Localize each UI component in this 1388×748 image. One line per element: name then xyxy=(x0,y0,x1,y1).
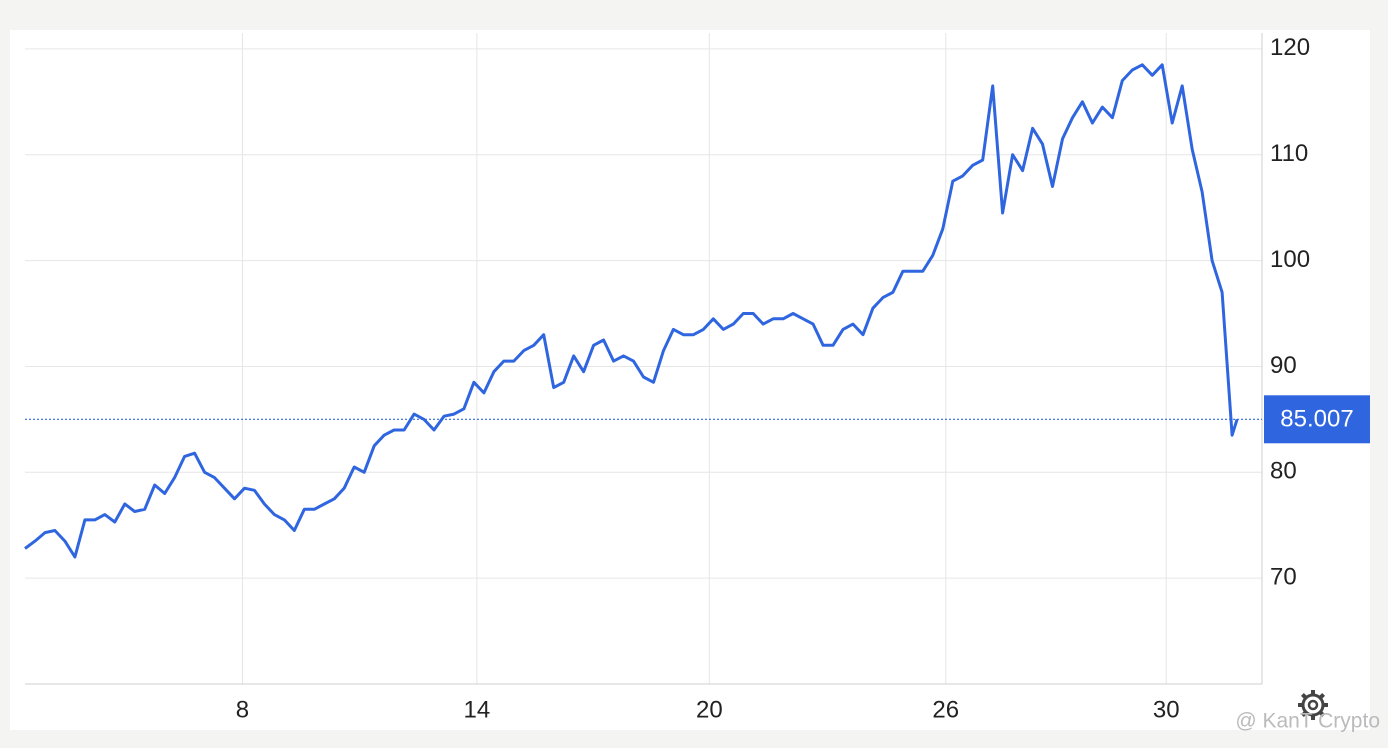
y-tick-label: 120 xyxy=(1270,34,1310,61)
last-price-box xyxy=(1264,395,1370,444)
y-tick-label: 70 xyxy=(1270,563,1297,590)
x-tick-label: 20 xyxy=(696,696,723,723)
x-tick-label: 26 xyxy=(932,696,959,723)
y-tick-label: 100 xyxy=(1270,246,1310,273)
chart-card xyxy=(10,30,1370,730)
gear-inner xyxy=(1307,699,1319,711)
x-tick-label: 30 xyxy=(1153,696,1180,723)
x-tick-label: 8 xyxy=(236,696,249,723)
settings-icon[interactable] xyxy=(1298,690,1328,720)
gear-teeth xyxy=(1298,690,1328,720)
y-tick-label: 110 xyxy=(1270,140,1308,167)
price-line xyxy=(24,63,1239,559)
last-price-label: 85.007 xyxy=(1280,406,1353,433)
y-tick-label: 90 xyxy=(1270,352,1297,379)
x-tick-label: 14 xyxy=(464,696,491,723)
watermark: @ KanT Crypto xyxy=(1235,710,1380,733)
y-tick-label: 80 xyxy=(1270,458,1297,485)
